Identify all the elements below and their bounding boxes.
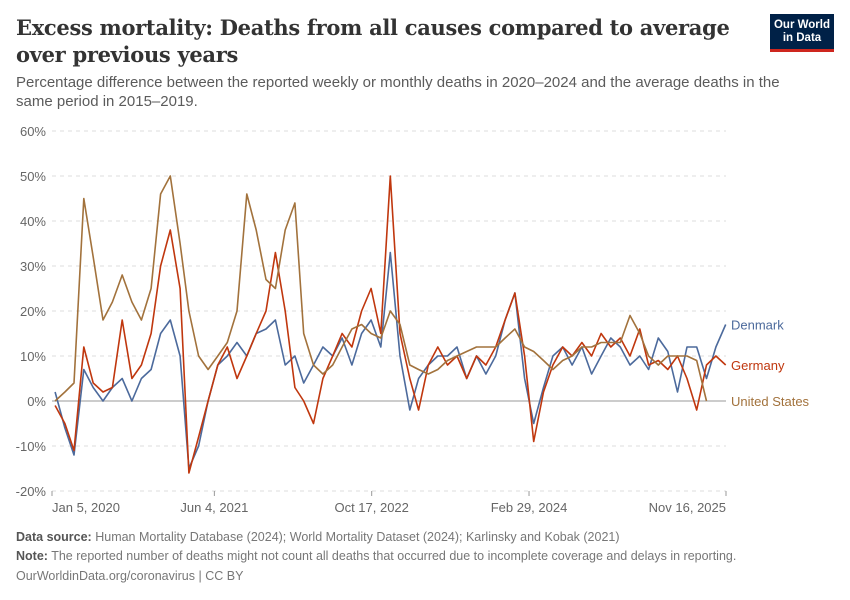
owid-logo[interactable]: Our World in Data bbox=[770, 14, 834, 52]
y-tick-label: -20% bbox=[16, 484, 47, 499]
series-line-germany bbox=[54, 175, 727, 474]
series-line-united-states bbox=[54, 175, 708, 402]
y-tick-label: 30% bbox=[20, 259, 46, 274]
source-label: Data source: bbox=[16, 530, 92, 544]
chart-title: Excess mortality: Deaths from all causes… bbox=[16, 15, 730, 67]
data-source: Data source: Human Mortality Database (2… bbox=[16, 530, 620, 544]
x-tick-label: Jan 5, 2020 bbox=[52, 500, 120, 515]
source-text: Human Mortality Database (2024); World M… bbox=[95, 530, 620, 544]
legend-label-denmark: Denmark bbox=[731, 318, 784, 333]
x-tick-label: Feb 29, 2024 bbox=[491, 500, 568, 515]
y-tick-label: 20% bbox=[20, 304, 46, 319]
y-tick-label: -10% bbox=[16, 439, 47, 454]
x-tick-label: Oct 17, 2022 bbox=[334, 500, 408, 515]
series-line-denmark bbox=[54, 251, 727, 470]
chart-subtitle: Percentage difference between the report… bbox=[16, 74, 780, 110]
note: Note: The reported number of deaths migh… bbox=[16, 549, 736, 563]
y-tick-label: 0% bbox=[27, 394, 46, 409]
x-tick-label: Jun 4, 2021 bbox=[180, 500, 248, 515]
legend-label-germany: Germany bbox=[731, 358, 785, 373]
legend-label-united-states: United States bbox=[731, 394, 810, 409]
y-tick-label: 40% bbox=[20, 214, 46, 229]
source-link[interactable]: OurWorldinData.org/coronavirus | CC BY bbox=[16, 569, 244, 583]
y-tick-label: 10% bbox=[20, 349, 46, 364]
y-tick-label: 50% bbox=[20, 169, 46, 184]
note-text: The reported number of deaths might not … bbox=[51, 549, 737, 563]
note-label: Note: bbox=[16, 549, 48, 563]
x-tick-label: Nov 16, 2025 bbox=[649, 500, 726, 515]
y-tick-label: 60% bbox=[20, 124, 46, 139]
